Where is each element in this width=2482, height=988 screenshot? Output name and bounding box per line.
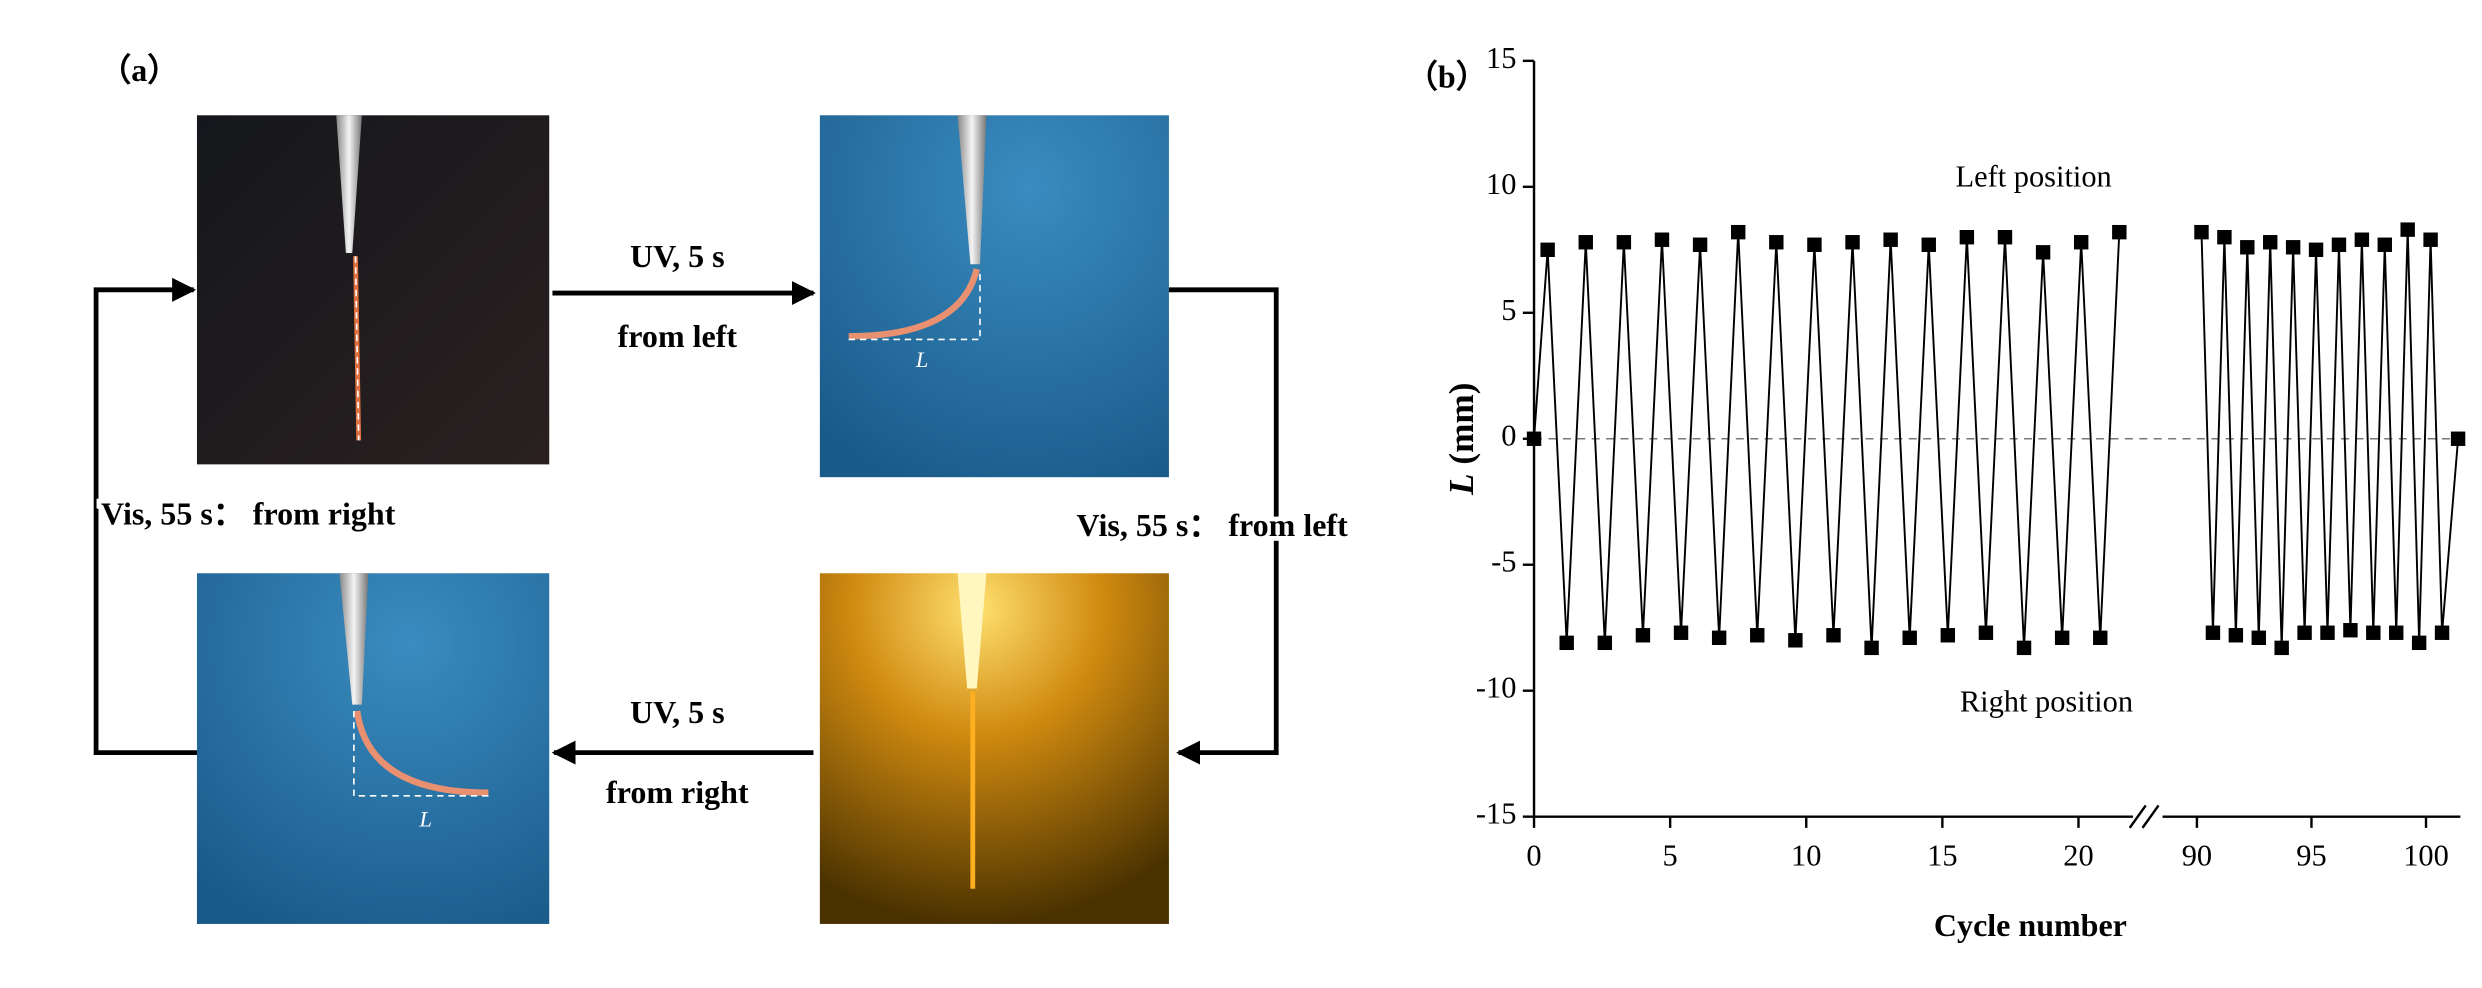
- data-point: [1940, 628, 1956, 643]
- arrows: [93, 277, 1279, 765]
- data-point: [2073, 235, 2089, 250]
- data-point: [2054, 630, 2070, 645]
- data-point: [1864, 640, 1879, 656]
- x-tick-label: 5: [1663, 838, 1678, 872]
- data-line: [1533, 232, 2121, 648]
- data-point: [1597, 635, 1613, 651]
- data-point: [1978, 625, 1994, 640]
- photo: L: [196, 573, 550, 924]
- arrow-label: Vis, 55 s： from left: [1077, 507, 1349, 543]
- y-axis-label: L (mm): [1442, 383, 1481, 496]
- photo: L: [819, 115, 1169, 478]
- y-tick-label: -10: [1476, 671, 1517, 705]
- data-point: [1654, 232, 1670, 247]
- data-point: [1921, 237, 1936, 252]
- data-point: [2274, 640, 2289, 656]
- data-point: [2194, 224, 2209, 240]
- panel-a: （a） L L UV, 5 s from left Vis, 55 s： fro…: [93, 52, 1353, 924]
- data-point: [1902, 630, 1917, 645]
- x-tick-label: 95: [2296, 838, 2326, 872]
- y-tick-label: -15: [1476, 797, 1517, 831]
- annotation: Left position: [1956, 159, 2112, 193]
- photo-label: L: [419, 807, 432, 832]
- data-point: [2320, 625, 2335, 640]
- arrow-label: from right: [606, 774, 749, 810]
- data-point: [1730, 224, 1746, 240]
- x-tick-label: 0: [1526, 838, 1541, 872]
- data-point: [2343, 623, 2358, 638]
- x-tick-label: 15: [1927, 838, 1957, 872]
- data-point: [1711, 630, 1727, 645]
- data-point: [1997, 230, 2013, 245]
- data-point: [2354, 232, 2370, 247]
- data-point: [1635, 628, 1651, 643]
- data-point: [2450, 431, 2466, 446]
- data-point: [2389, 625, 2404, 640]
- data-point: [2228, 628, 2244, 643]
- data-point: [2093, 630, 2108, 645]
- photo: [819, 573, 1169, 924]
- axis-break: [2128, 804, 2160, 829]
- data-point: [1692, 237, 1708, 252]
- x-tick-label: 90: [2182, 838, 2212, 872]
- data-point: [2377, 237, 2392, 252]
- arrow-label: UV, 5 s: [630, 238, 725, 274]
- data-point: [1883, 232, 1898, 247]
- data-point: [2112, 224, 2127, 240]
- data-point: [2331, 237, 2347, 252]
- data-point: [1769, 235, 1784, 250]
- data-point: [1750, 628, 1765, 643]
- data-point: [2240, 240, 2255, 255]
- x-tick-label: 20: [2063, 838, 2093, 872]
- data-point: [1540, 242, 1555, 258]
- y-tick-label: 10: [1486, 167, 1516, 201]
- annotation: Right position: [1960, 685, 2133, 719]
- data-point: [1559, 635, 1574, 651]
- y-tick-label: 5: [1501, 293, 1516, 327]
- data-point: [1526, 431, 1542, 446]
- data-point: [2217, 230, 2232, 245]
- arrow-label: Vis, 55 s： from right: [101, 496, 396, 532]
- data-point: [1673, 625, 1689, 640]
- panel-label: （a）: [99, 52, 179, 88]
- data-point: [1616, 235, 1632, 250]
- panel-b: （b） Left position Right position Cycle n…: [1406, 41, 2466, 943]
- panel-label: （b）: [1406, 58, 1488, 94]
- photo-label: L: [915, 347, 928, 372]
- data-point: [1826, 628, 1841, 643]
- data-point: [1788, 633, 1803, 648]
- y-tick-label: 15: [1486, 41, 1516, 75]
- y-tick-label: -5: [1491, 545, 1516, 579]
- y-axis-symbol: L: [1442, 473, 1481, 496]
- data-point: [2251, 630, 2266, 645]
- data-point: [2205, 625, 2221, 640]
- arrow-label: UV, 5 s: [630, 694, 725, 730]
- photo: [196, 115, 550, 465]
- data-point: [2263, 235, 2278, 250]
- data-point: [2016, 640, 2032, 656]
- y-axis-unit: (mm): [1442, 383, 1481, 465]
- data-point: [2285, 240, 2301, 255]
- data-point: [1578, 235, 1593, 250]
- data-point: [1959, 230, 1975, 245]
- data-point: [2423, 232, 2438, 247]
- data-point: [1807, 237, 1822, 252]
- data-point: [2366, 625, 2381, 640]
- data-point: [1845, 235, 1860, 250]
- x-tick-label: 10: [1791, 838, 1821, 872]
- data-point: [2434, 625, 2450, 640]
- x-tick-label: 100: [2403, 838, 2449, 872]
- data-point: [2297, 625, 2312, 640]
- data-point: [2308, 242, 2324, 258]
- x-axis-label: Cycle number: [1934, 907, 2127, 943]
- data-point: [2035, 245, 2051, 260]
- data-point: [2400, 222, 2415, 237]
- data-point: [2411, 635, 2427, 651]
- arrow-label: from left: [618, 318, 738, 354]
- y-tick-label: 0: [1501, 419, 1516, 453]
